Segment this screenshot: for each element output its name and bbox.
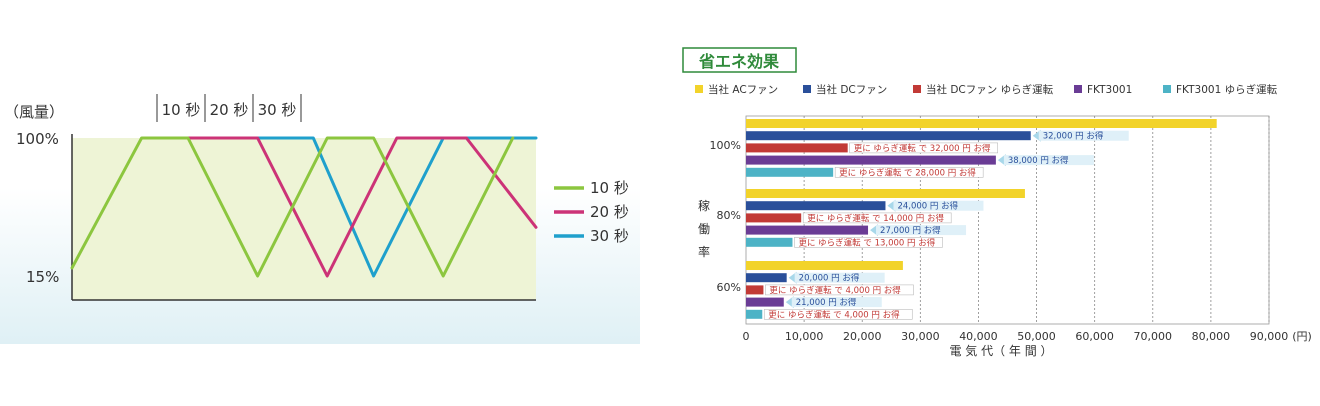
legend-label: 当社 ACファン [708,83,778,96]
legend-label: 当社 DCファン ゆらぎ運転 [926,83,1054,96]
callout-box [765,284,914,296]
bar [746,167,834,177]
callout-box [849,142,998,154]
callout-box [791,297,882,308]
callout-arrow [1032,129,1041,142]
legend-swatch [913,85,921,93]
callout-box [876,225,967,236]
bar [746,155,996,165]
saving-annotation: 24,000 円 お得 [897,201,958,212]
bar [746,309,763,319]
saving-annotation: 32,000 円 お得 [1043,131,1104,142]
saving-annotation: 27,000 円 お得 [880,225,941,236]
plot-area [72,138,536,300]
x-tick-label: 30,000 [901,330,940,343]
saving-annotation: 更に ゆらぎ運転 で 4,000 円 お得 [769,285,901,296]
bar [746,189,1025,198]
callout-box [1038,130,1129,141]
period-label: 10 秒 [162,101,201,119]
x-tick-label: 40,000 [959,330,998,343]
category-label: 80% [717,209,741,222]
saving-annotation: 更に ゆらぎ運転 で 14,000 円 お得 [807,213,944,224]
bar [746,131,1031,141]
callout-arrow [870,224,879,237]
bar [746,201,886,211]
energy-saving-chart-panel: 省エネ効果当社 ACファン 当社 DCファン 当社 DCファン ゆらぎ運転 FKT30… [681,42,1320,360]
x-tick-label: 0 [743,330,750,343]
airflow-chart: （風量） 100% 15% 10 秒 20 秒 30 秒 10 秒 20 秒 30 秒 [4,94,629,301]
y-tick-label: 15% [26,268,59,286]
legend-label: 20 秒 [590,203,629,221]
saving-annotation: 更に ゆらぎ運転 で 4,000 円 お得 [768,309,900,320]
category-label: 60% [717,281,741,294]
saving-annotation: 更に ゆらぎ運転 で 32,000 円 お得 [854,143,991,154]
bar [746,143,848,153]
saving-annotation: 更に ゆらぎ運転 で 28,000 円 お得 [839,167,976,178]
bar [746,119,1217,128]
legend-swatch [1074,85,1082,93]
x-axis-label: 電 気 代（ 年 間 ） [949,343,1052,358]
x-tick-label: 20,000 [843,330,882,343]
x-unit-label: (円) [1292,330,1312,343]
callout-box [763,308,913,320]
x-tick-label: 70,000 [1134,330,1173,343]
saving-annotation: 更に ゆらぎ運転 で 13,000 円 お得 [798,237,935,248]
x-tick-label: 50,000 [1017,330,1056,343]
bar [746,285,764,295]
bar [746,297,784,307]
y-axis-label: 稼働率 [698,198,710,259]
callout-box [802,212,952,224]
y-axis-label: （風量） [4,103,64,121]
legend-label: FKT3001 [1087,84,1132,96]
series-line [256,136,538,278]
saving-annotation: 20,000 円 お得 [799,273,860,284]
legend-swatch [1163,85,1171,93]
callout-arrow [785,296,794,309]
series-line [186,136,538,278]
legend-swatch [695,85,703,93]
legend-label: FKT3001 ゆらぎ運転 [1176,83,1278,96]
bar [746,273,787,283]
legend-label: 10 秒 [590,179,629,197]
callout-box [794,272,885,283]
title-box [682,47,797,73]
period-label: 20 秒 [210,101,249,119]
callout-box [1003,155,1094,166]
x-tick-label: 60,000 [1075,330,1114,343]
category-label: 100% [710,139,741,152]
saving-annotation: 38,000 円 お得 [1008,155,1069,166]
airflow-chart-panel: （風量） 100% 15% 10 秒 20 秒 30 秒 10 秒 20 秒 30 秒 [0,60,640,344]
x-tick-label: 10,000 [785,330,824,343]
saving-annotation: 21,000 円 お得 [796,297,857,308]
bar [746,261,903,270]
bar [746,225,869,235]
chart-title: 省エネ効果 [698,52,779,71]
callout-box [893,200,984,211]
legend-swatch [803,85,811,93]
y-tick-label: 100% [16,130,59,148]
bar [746,213,802,223]
x-tick-label: 80,000 [1192,330,1231,343]
series-line [70,136,515,278]
callout-box [834,167,984,178]
legend-label: 当社 DCファン [816,83,887,96]
bar [746,237,793,247]
callout-box [794,237,943,248]
period-label: 30 秒 [258,101,297,119]
x-tick-label: 90,000 [1250,330,1289,343]
legend-label: 30 秒 [590,227,629,245]
